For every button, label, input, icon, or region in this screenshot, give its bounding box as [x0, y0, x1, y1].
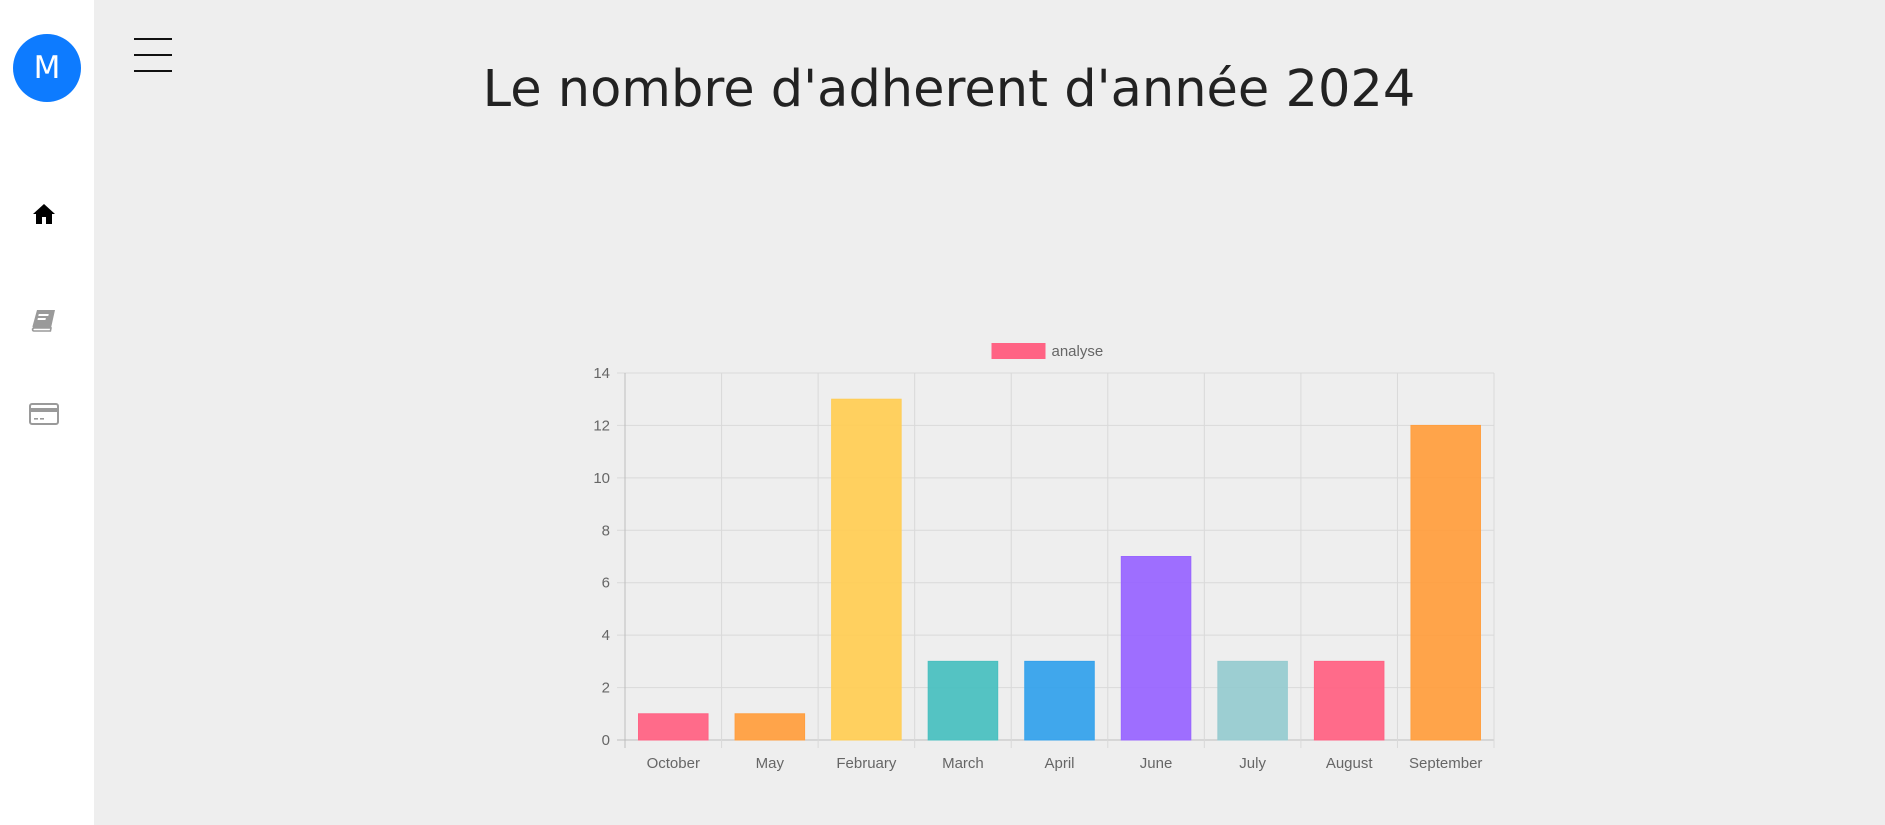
x-tick-label: March — [942, 755, 984, 772]
avatar[interactable]: M — [13, 34, 81, 102]
book-icon[interactable] — [28, 305, 60, 337]
bar — [1217, 660, 1288, 741]
y-tick-label: 12 — [593, 417, 610, 434]
page-title: Le nombre d'adherent d'année 2024 — [482, 60, 1416, 119]
home-icon[interactable] — [28, 198, 60, 230]
y-tick-label: 4 — [602, 627, 610, 644]
y-tick-label: 0 — [602, 732, 610, 749]
sidebar: M — [0, 0, 94, 825]
bar — [1024, 660, 1095, 741]
x-tick-label: May — [756, 755, 785, 772]
bar — [1120, 556, 1192, 741]
y-tick-label: 8 — [602, 522, 610, 539]
x-tick-label: June — [1140, 755, 1173, 772]
y-tick-label: 2 — [602, 680, 610, 697]
chart-svg: 0 2 4 6 8 10 12 14 October May February March April J… — [593, 343, 1495, 772]
bar — [1410, 424, 1481, 741]
bar — [831, 398, 902, 741]
x-tick-label: February — [836, 755, 897, 772]
bar-chart: 0 2 4 6 8 10 12 14 October May February March April J… — [564, 330, 1564, 790]
bar — [1313, 660, 1385, 741]
x-tick-label: April — [1044, 755, 1074, 772]
y-tick-label: 10 — [593, 470, 610, 487]
bar — [734, 713, 806, 741]
x-tick-label: October — [647, 755, 700, 772]
bar — [927, 660, 999, 741]
x-tick-label: September — [1409, 755, 1482, 772]
x-tick-label: August — [1326, 755, 1374, 772]
y-tick-label: 6 — [602, 575, 610, 592]
x-tick-label: July — [1239, 755, 1266, 772]
bar — [638, 713, 709, 741]
y-tick-label: 14 — [593, 365, 610, 382]
hamburger-menu-icon[interactable] — [134, 38, 172, 74]
main-content: Le nombre d'adherent d'année 2024 0 2 4 6 8 1… — [94, 0, 1885, 825]
legend-swatch — [991, 343, 1046, 359]
credit-card-icon[interactable] — [28, 398, 60, 430]
legend-label: analyse — [1052, 343, 1104, 360]
